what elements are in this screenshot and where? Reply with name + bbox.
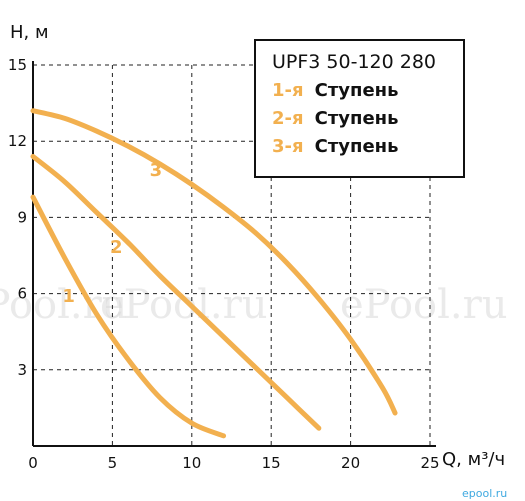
legend-item-3-word: Ступень xyxy=(315,136,399,157)
legend-item-1-word: Ступень xyxy=(315,80,399,101)
y-tick-label: 15 xyxy=(8,56,27,74)
watermark-text: ePool.ru xyxy=(0,282,128,328)
x-tick-label: 0 xyxy=(28,454,38,472)
series-label-3: 3 xyxy=(150,160,163,181)
y-tick-label: 6 xyxy=(17,285,27,303)
legend-item-3: 3-я Ступень xyxy=(272,136,399,157)
chart-curves: 1 2 3 xyxy=(30,108,398,439)
watermark-text: ePool.ru xyxy=(340,282,508,328)
legend-title: UPF3 50-120 280 xyxy=(272,51,436,73)
series-label-1: 1 xyxy=(62,286,75,307)
legend-box xyxy=(254,39,465,178)
legend-item-2-word: Ступень xyxy=(315,108,399,129)
x-tick-label: 25 xyxy=(420,454,439,472)
corner-watermark-bg xyxy=(458,486,525,501)
y-axis-label: H, м xyxy=(10,22,49,43)
x-tick-label: 20 xyxy=(341,454,360,472)
legend-item-2-number: 2-я xyxy=(272,108,304,129)
x-tick-label: 5 xyxy=(108,454,118,472)
watermark-layer: ePool.ru ePool.ru ePool.ru xyxy=(0,282,508,328)
legend-item-1: 1-я Ступень xyxy=(272,80,399,101)
y-tick-label: 12 xyxy=(8,132,27,150)
legend: UPF3 50-120 280 1-я Ступень 2-я Ступень … xyxy=(254,39,465,178)
y-tick-label: 3 xyxy=(17,361,27,379)
legend-item-3-number: 3-я xyxy=(272,136,304,157)
legend-item-2: 2-я Ступень xyxy=(272,108,399,129)
x-axis-label: Q, м³/ч xyxy=(442,449,505,470)
series-line-1 xyxy=(30,194,227,439)
chart-axes xyxy=(32,61,436,447)
series-line-2 xyxy=(30,153,322,431)
y-tick-label: 9 xyxy=(17,208,27,226)
corner-watermark: epool.ru xyxy=(462,487,507,500)
watermark-text: ePool.ru xyxy=(100,282,268,328)
series-line-3 xyxy=(30,108,398,416)
x-tick-label: 10 xyxy=(182,454,201,472)
x-tick-label: 15 xyxy=(262,454,281,472)
series-label-2: 2 xyxy=(110,237,123,258)
legend-item-1-number: 1-я xyxy=(272,80,304,101)
